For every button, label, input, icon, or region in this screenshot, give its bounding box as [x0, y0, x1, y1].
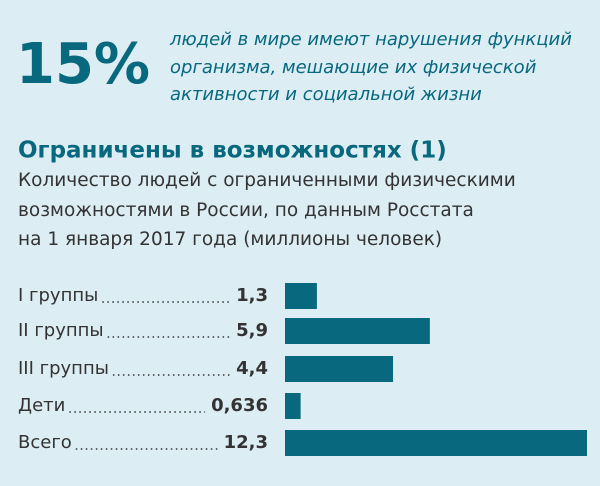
- value-label: 0,636: [211, 395, 268, 416]
- category-label: Дети: [18, 395, 65, 416]
- headline-text: людей в мире имеют нарушения функций: [169, 29, 572, 50]
- value-label: 5,9: [236, 320, 268, 341]
- subtitle: возможностями в России, по данным Росста…: [18, 200, 474, 221]
- value-label: 1,3: [236, 285, 268, 306]
- category-label: I группы: [18, 285, 98, 306]
- category-label: II группы: [18, 320, 104, 341]
- bar: [285, 283, 317, 309]
- category-label: Всего: [18, 432, 72, 453]
- headline-text: организма, мешающие их физической: [170, 57, 537, 78]
- headline-text: активности и социальной жизни: [170, 84, 482, 105]
- chart-title: Ограничены в возможностях (1): [18, 138, 447, 164]
- category-label: III группы: [18, 358, 109, 379]
- headline: 15%: [16, 32, 150, 97]
- subtitle: на 1 января 2017 года (миллионы человек): [18, 229, 442, 250]
- bar: [285, 318, 430, 344]
- bar: [285, 430, 587, 456]
- bar: [285, 356, 394, 382]
- value-label: 12,3: [224, 432, 268, 453]
- subtitle: Количество людей с ограниченными физичес…: [18, 170, 516, 191]
- bar: [285, 393, 301, 419]
- value-label: 4,4: [236, 358, 268, 379]
